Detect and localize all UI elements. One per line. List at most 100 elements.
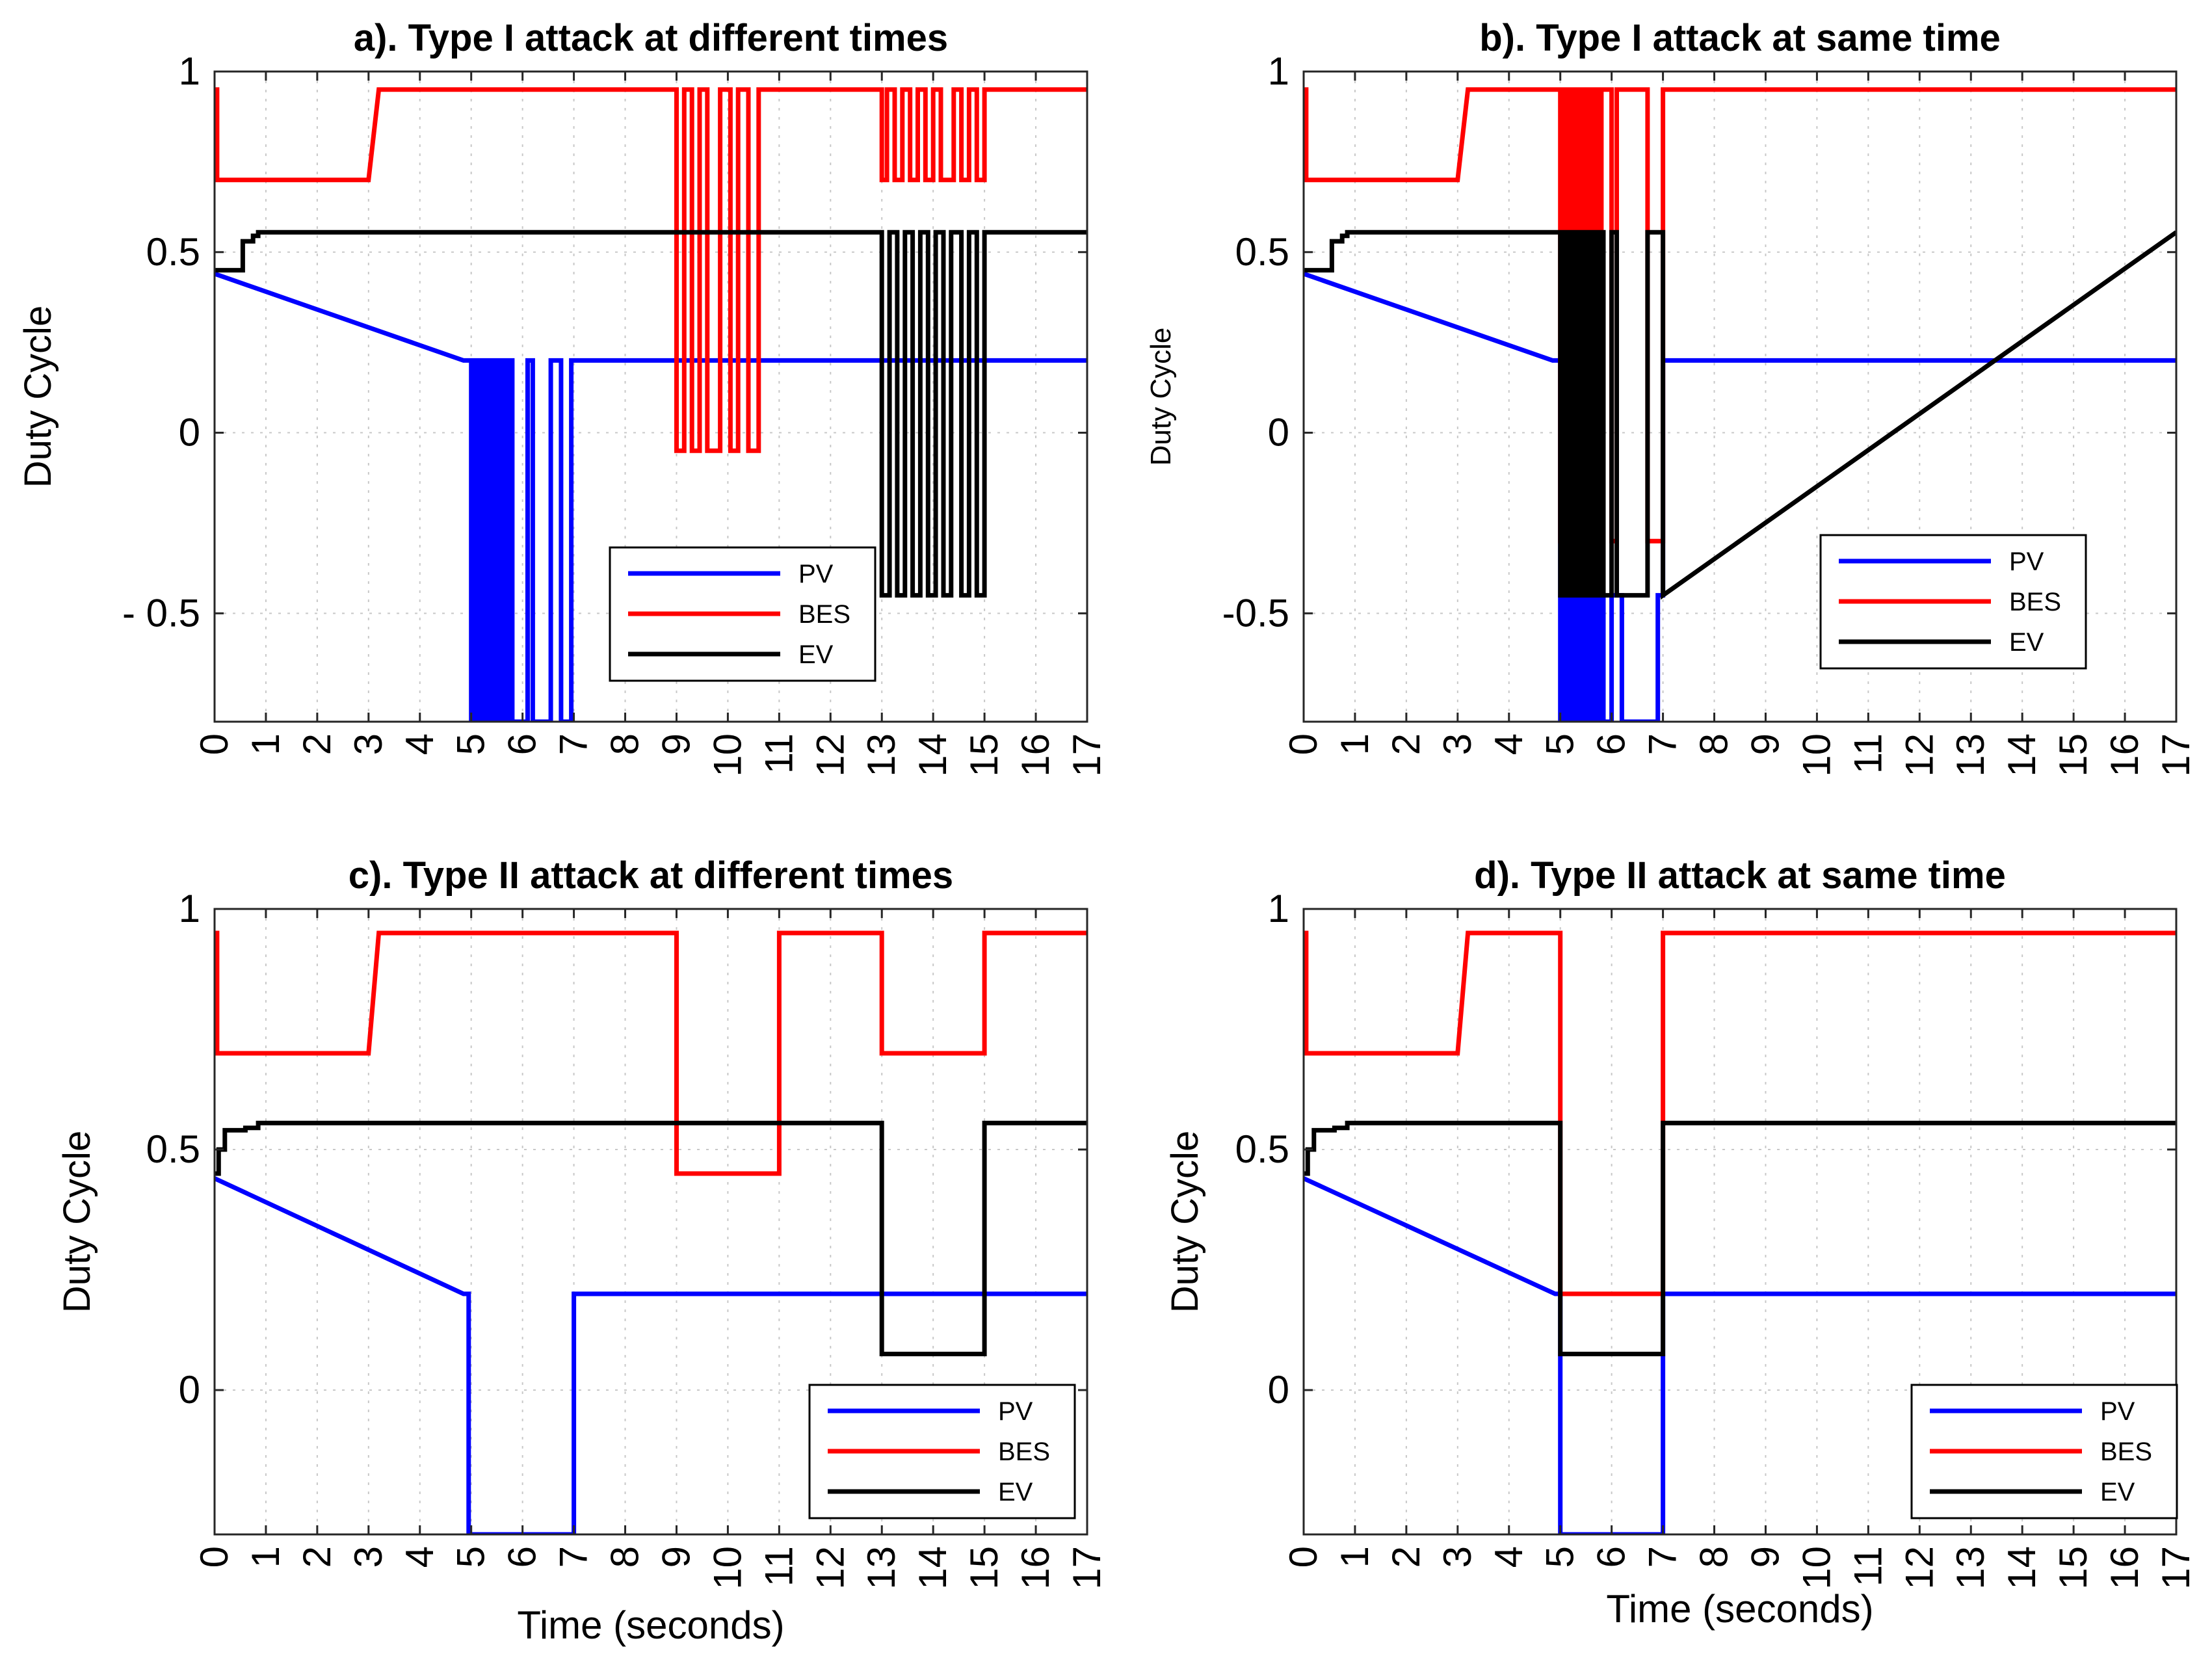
panel-title: d). Type II attack at same time [1474, 854, 2006, 897]
x-tick-label: 5 [449, 733, 493, 755]
x-tick-label: 14 [2000, 733, 2044, 777]
x-tick-label: 14 [911, 1546, 955, 1590]
y-axis-label: Duty Cycle [56, 1131, 98, 1313]
x-tick-label: 13 [1949, 733, 1992, 777]
x-tick-label: 15 [2051, 733, 2095, 777]
x-tick-label: 6 [501, 733, 544, 755]
legend: PV BES EV [1910, 1384, 2178, 1519]
x-axis-label: Time (seconds) [1606, 1587, 1873, 1631]
legend-label-ev: EV [798, 640, 834, 669]
x-tick-label: 4 [398, 733, 441, 755]
x-tick-label: 2 [1384, 1546, 1428, 1568]
panel-title: b). Type I attack at same time [1479, 17, 2001, 59]
x-tick-label: 11 [1846, 1546, 1889, 1586]
y-axis-label: Duty Cycle [17, 306, 59, 488]
x-tick-label: 2 [1384, 733, 1428, 755]
x-tick-label: 9 [654, 1546, 698, 1568]
x-tick-label: 2 [295, 1546, 339, 1568]
x-tick-label: 1 [244, 1546, 287, 1568]
legend-label-bes: BES [2009, 588, 2061, 616]
x-tick-label: 10 [1795, 1546, 1838, 1590]
axes-box [1302, 908, 2178, 1536]
series-group [215, 87, 1087, 722]
legend-label-bes: BES [798, 600, 850, 629]
x-tick-label: 9 [1743, 733, 1787, 755]
y-tick-label: 0.5 [1235, 230, 1289, 274]
x-tick-label: 3 [1436, 733, 1479, 755]
x-tick-label: 9 [1743, 1546, 1787, 1568]
x-tick-label: 15 [2051, 1546, 2095, 1590]
legend: PV BES EV [1819, 534, 2087, 670]
x-tick-label: 6 [501, 1546, 544, 1568]
legend-label-ev: EV [2009, 628, 2044, 657]
axes-box [1302, 70, 2178, 723]
series-line-ev [215, 230, 1087, 598]
x-tick-label: 5 [1538, 1546, 1582, 1568]
x-tick-label: 4 [398, 1546, 441, 1568]
x-tick-label: 1 [244, 733, 287, 755]
x-tick-label: 1 [1333, 733, 1376, 755]
x-tick-label: 17 [1065, 733, 1109, 777]
y-tick-label: 0.5 [146, 230, 200, 274]
x-tick-label: 7 [1641, 733, 1685, 755]
x-tick-label: 13 [860, 733, 903, 777]
y-tick-label: 0.5 [1235, 1127, 1289, 1171]
x-tick-label: 12 [1897, 733, 1941, 777]
x-tick-label: 7 [552, 1546, 596, 1568]
x-tick-label: 8 [1692, 1546, 1736, 1568]
axes-box [213, 908, 1088, 1536]
x-tick-label: 17 [2154, 1546, 2198, 1590]
y-tick-label: 0 [179, 1368, 200, 1412]
y-axis-label: Duty Cycle [1145, 328, 1177, 466]
y-tick-label: 1 [179, 887, 200, 930]
series-line-pv [215, 271, 1087, 722]
legend: PV BES EV [808, 1384, 1076, 1519]
y-tick-label: 0 [1268, 1368, 1289, 1412]
x-tick-label: 0 [192, 733, 236, 755]
x-tick-label: 10 [705, 1546, 749, 1590]
legend-label-pv: PV [998, 1397, 1033, 1426]
series-line-bes [1304, 930, 2176, 1296]
x-tick-label: 4 [1487, 733, 1531, 755]
series-line-pv [215, 1176, 1087, 1534]
x-tick-label: 15 [962, 1546, 1006, 1590]
series-line-bes [215, 87, 1087, 453]
x-tick-label: 0 [1282, 733, 1325, 755]
legend-label-pv: PV [2009, 547, 2044, 576]
x-tick-label: 11 [757, 733, 800, 774]
panel-title: c). Type II attack at different times [349, 854, 953, 897]
x-tick-label: 8 [603, 733, 647, 755]
x-tick-label: 12 [808, 1546, 852, 1590]
series-group [1304, 87, 2176, 722]
x-tick-label: 14 [2000, 1546, 2044, 1590]
x-tick-label: 5 [449, 1546, 493, 1568]
x-tick-label: 7 [1641, 1546, 1685, 1568]
legend-label-ev: EV [2100, 1478, 2135, 1506]
x-tick-label: 11 [1846, 733, 1889, 774]
x-tick-label: 15 [962, 733, 1006, 777]
legend-label-bes: BES [998, 1438, 1050, 1466]
x-tick-label: 16 [1014, 1546, 1057, 1590]
x-tick-label: 1 [1333, 1546, 1376, 1568]
x-tick-label: 2 [295, 733, 339, 755]
legend-label-ev: EV [998, 1478, 1033, 1506]
legend-label-bes: BES [2100, 1438, 2152, 1466]
x-tick-label: 0 [1282, 1546, 1325, 1568]
x-tick-label: 10 [705, 733, 749, 777]
x-tick-label: 3 [347, 1546, 390, 1568]
x-tick-label: 10 [1795, 733, 1838, 777]
x-tick-label: 17 [1065, 1546, 1109, 1590]
panel-title: a). Type I attack at different times [354, 17, 948, 59]
y-tick-label: 1 [1268, 887, 1289, 930]
x-tick-label: 13 [1949, 1546, 1992, 1590]
x-tick-label: 17 [2154, 733, 2198, 777]
x-tick-label: 16 [1014, 733, 1057, 777]
x-tick-label: 12 [1897, 1546, 1941, 1590]
series-line-ev [1304, 230, 2176, 600]
x-tick-label: 11 [757, 1546, 800, 1586]
y-tick-label: - 0.5 [122, 591, 200, 635]
x-tick-label: 16 [2103, 733, 2146, 777]
